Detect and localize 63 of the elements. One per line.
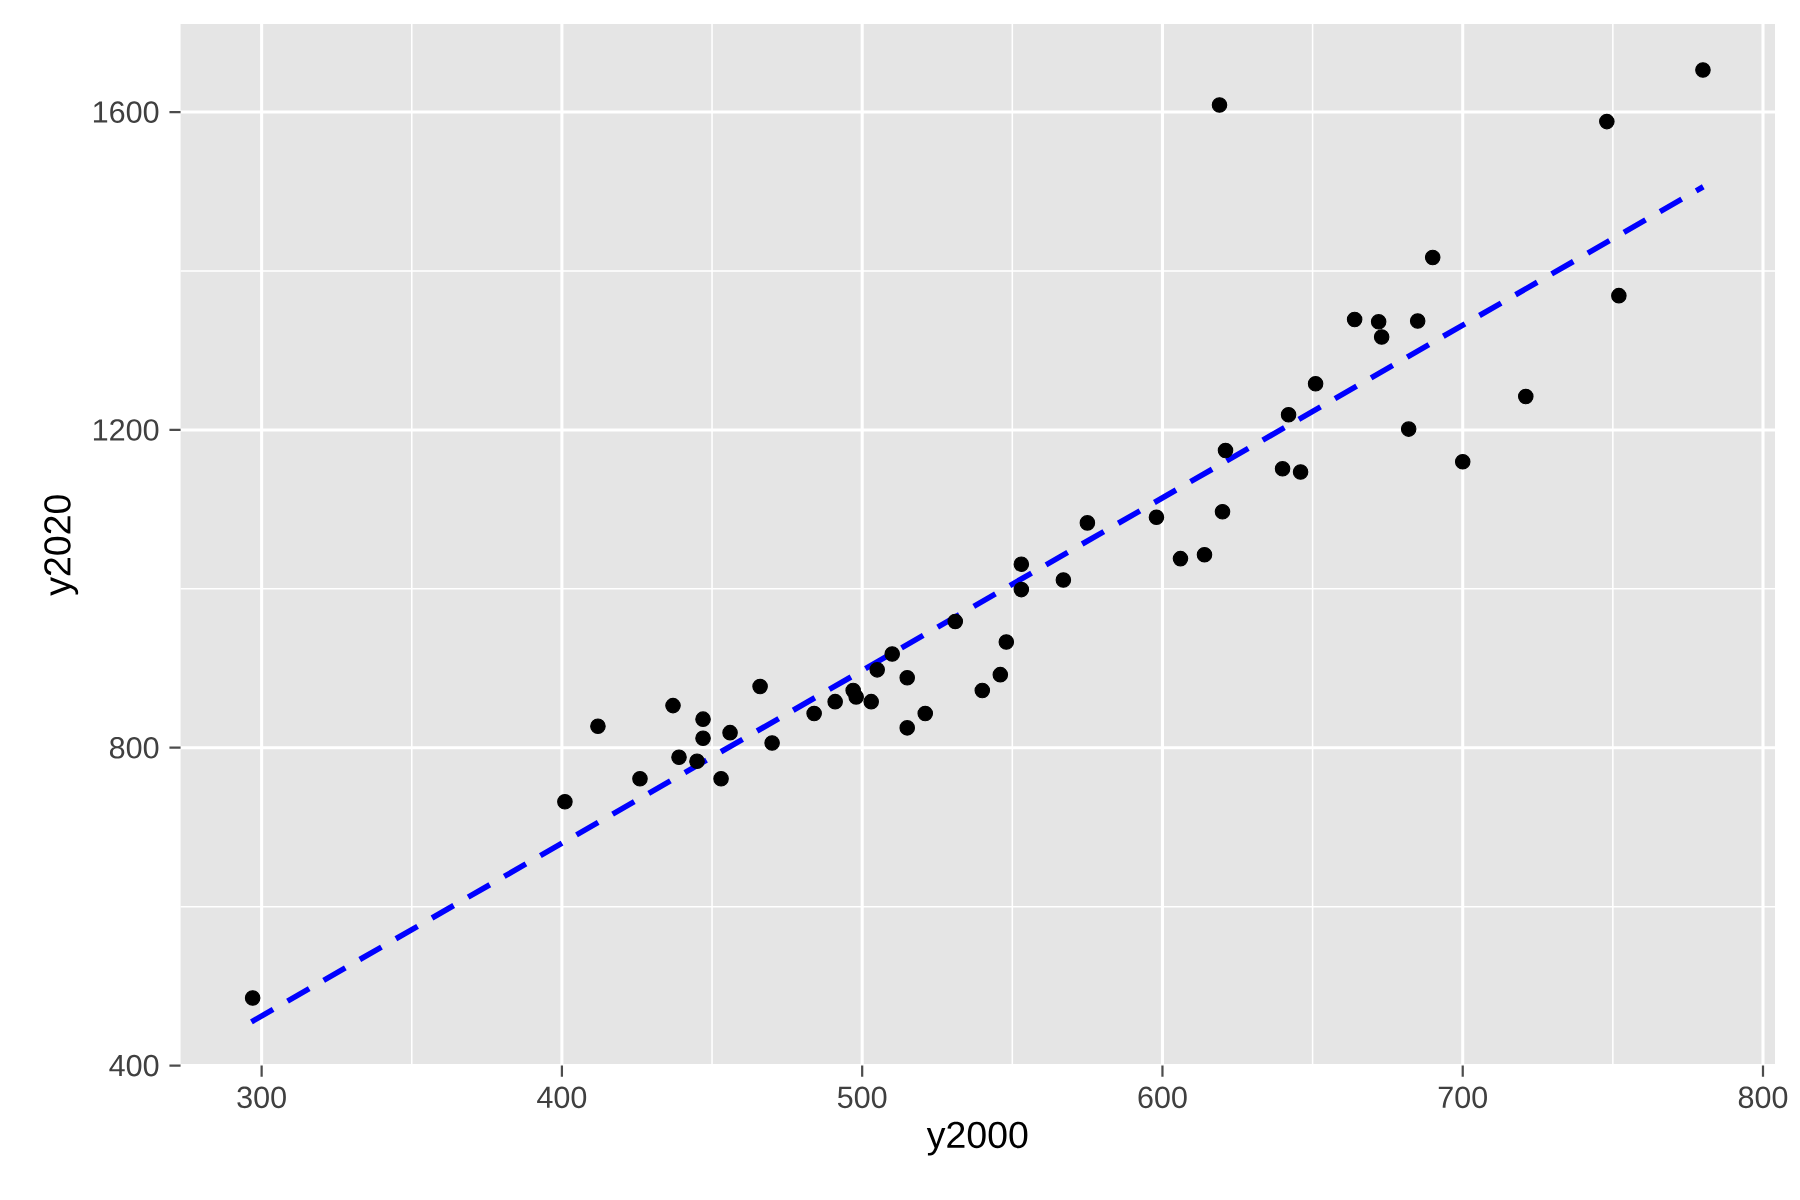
point xyxy=(1409,313,1426,329)
point xyxy=(992,666,1009,683)
point xyxy=(1292,464,1309,480)
point xyxy=(557,793,573,810)
point xyxy=(1280,407,1297,423)
point xyxy=(1518,388,1534,405)
point xyxy=(1214,503,1231,520)
point xyxy=(1013,556,1030,572)
point xyxy=(899,720,915,736)
point xyxy=(1611,287,1627,304)
point xyxy=(689,753,705,770)
point xyxy=(1346,311,1363,328)
point xyxy=(1196,546,1213,563)
point xyxy=(1373,329,1390,345)
point xyxy=(899,670,915,686)
point xyxy=(722,724,738,741)
point xyxy=(1599,113,1615,130)
x-axis-title: y2000 xyxy=(926,1121,1028,1156)
point xyxy=(695,711,711,727)
point xyxy=(1013,581,1030,598)
point xyxy=(917,705,934,722)
point xyxy=(1055,572,1072,588)
point xyxy=(632,770,648,787)
point xyxy=(1424,249,1441,266)
point xyxy=(1079,515,1096,531)
point xyxy=(806,705,822,722)
point xyxy=(1400,421,1417,437)
x-tick-label: 300 xyxy=(237,1086,286,1109)
point xyxy=(1211,97,1228,113)
point xyxy=(1148,509,1165,526)
point xyxy=(1370,314,1387,330)
point xyxy=(695,730,711,746)
point xyxy=(947,613,964,630)
y-tick-label: 800 xyxy=(109,736,159,759)
point xyxy=(1274,461,1291,477)
point xyxy=(869,662,885,678)
point xyxy=(1217,442,1234,459)
point xyxy=(764,735,780,751)
point xyxy=(590,718,606,735)
point xyxy=(1695,62,1711,78)
point xyxy=(974,682,991,699)
point xyxy=(752,678,768,695)
point xyxy=(863,693,879,710)
point xyxy=(998,634,1015,650)
point xyxy=(827,693,843,710)
point xyxy=(1172,550,1189,567)
point xyxy=(713,770,729,787)
x-tick-label: 700 xyxy=(1438,1086,1487,1109)
point xyxy=(884,646,900,662)
point xyxy=(671,749,687,766)
point xyxy=(244,990,261,1006)
y-tick-label: 400 xyxy=(109,1054,159,1077)
y-tick-label: 1600 xyxy=(93,101,159,123)
point xyxy=(1307,376,1324,392)
x-tick-label: 800 xyxy=(1738,1086,1788,1109)
y-tick-label: 1200 xyxy=(93,419,159,441)
point xyxy=(665,697,681,714)
x-tick-label: 400 xyxy=(537,1086,587,1109)
x-tick-label: 500 xyxy=(837,1086,887,1109)
point xyxy=(848,689,864,705)
point xyxy=(1454,453,1471,470)
y-axis-title: y2020 xyxy=(44,495,79,596)
x-tick-label: 600 xyxy=(1138,1086,1187,1109)
